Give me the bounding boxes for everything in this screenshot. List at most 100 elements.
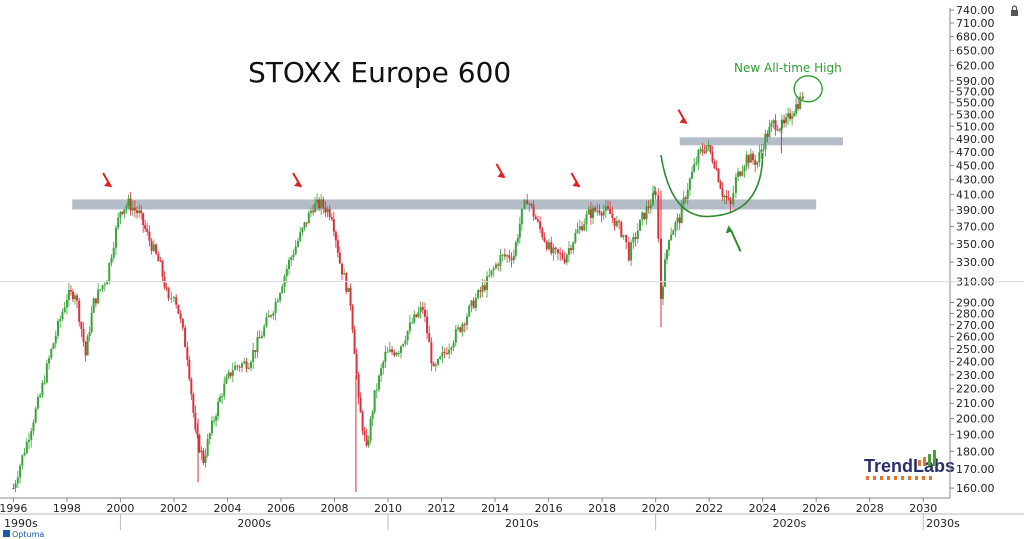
- candle-body: [657, 195, 660, 239]
- y-tick-label: 390.00: [956, 204, 995, 217]
- candle-body: [229, 372, 232, 376]
- candle-body: [305, 222, 308, 224]
- candle-body: [328, 209, 331, 218]
- candle-body: [727, 198, 730, 200]
- candle-body: [353, 329, 356, 354]
- candle-body: [421, 307, 424, 310]
- candle-body: [361, 412, 364, 432]
- candle-body: [146, 228, 149, 232]
- candle-body: [338, 252, 341, 264]
- candle-body: [672, 230, 675, 235]
- candle-body: [245, 361, 248, 369]
- candle-body: [170, 298, 173, 300]
- red-arrow: [102, 172, 112, 188]
- x-tick-label: 2022: [695, 502, 723, 515]
- brand-name: TrendLabs: [864, 456, 955, 476]
- decade-label: 2020s: [773, 517, 807, 530]
- candle-body: [252, 350, 255, 363]
- candle-body: [25, 442, 28, 454]
- candle-body: [188, 359, 191, 380]
- arrow-head: [679, 117, 687, 124]
- candle-body: [725, 195, 728, 199]
- candle-body: [615, 220, 618, 227]
- candle-body: [408, 322, 411, 331]
- resistance-bands: [72, 137, 843, 210]
- candle-body: [486, 276, 489, 291]
- arrow-shaft: [729, 228, 742, 252]
- candle-body: [620, 222, 623, 237]
- candle-body: [127, 198, 130, 206]
- x-tick-label: 1996: [0, 502, 27, 515]
- candle-body: [697, 150, 700, 163]
- candle-body: [793, 113, 796, 117]
- candle-body: [699, 149, 702, 151]
- candle-body: [510, 258, 513, 261]
- candle-body: [215, 416, 218, 421]
- candle-body: [386, 351, 389, 353]
- all-time-high-circle: [793, 75, 823, 103]
- candle-body: [707, 145, 710, 147]
- candle-body: [14, 483, 17, 489]
- y-tick-label: 270.00: [956, 319, 995, 332]
- candle-body: [332, 219, 335, 232]
- y-tick-label: 410.00: [956, 188, 995, 201]
- candle-body: [760, 149, 763, 153]
- candle-body: [602, 210, 605, 216]
- candle-body: [743, 166, 746, 172]
- candle-body: [787, 113, 790, 118]
- candle-body: [674, 222, 677, 231]
- candle-body: [123, 209, 126, 214]
- candle-body: [583, 223, 586, 231]
- candle-body: [423, 309, 426, 317]
- lock-icon[interactable]: [1011, 5, 1018, 16]
- candle-body: [144, 225, 147, 229]
- y-tick-label: 190.00: [956, 428, 995, 441]
- candle-body: [680, 204, 683, 224]
- candle-body: [559, 252, 562, 254]
- candle-body: [461, 324, 464, 332]
- candle-body: [508, 255, 511, 259]
- y-axis-ticks: 160.00 170.00 180.00 190.00 200.00 210.00220.…: [0, 4, 1024, 495]
- logo-bar: [933, 450, 936, 466]
- candle-body: [490, 270, 493, 276]
- candle-body: [550, 242, 553, 254]
- candle-body: [747, 155, 750, 163]
- y-tick-label: 220.00: [956, 383, 995, 396]
- candle-body: [210, 420, 213, 434]
- candle-body: [801, 96, 804, 99]
- candle-body: [213, 420, 216, 422]
- candle-body: [114, 227, 117, 248]
- candle-body: [69, 290, 72, 292]
- candle-body: [181, 318, 184, 328]
- candle-body: [247, 367, 250, 369]
- candle-body: [21, 455, 24, 466]
- candle-body: [450, 347, 453, 350]
- candle-body: [643, 212, 646, 220]
- optuma-label: Optuma: [12, 530, 44, 539]
- candle-body: [45, 363, 48, 383]
- candle-body: [543, 237, 546, 242]
- candle-body: [312, 210, 315, 213]
- candle-body: [598, 210, 601, 213]
- candle-body: [281, 286, 284, 293]
- candle-body: [778, 128, 781, 131]
- candle-body: [556, 249, 559, 253]
- candle-body: [155, 244, 158, 254]
- candle-body: [695, 162, 698, 165]
- candle-body: [363, 431, 366, 436]
- candle-body: [375, 389, 378, 391]
- y-tick-label: 680.00: [956, 30, 995, 43]
- candle-body: [272, 313, 275, 316]
- candle-body: [380, 368, 383, 376]
- y-tick-label: 180.00: [956, 445, 995, 458]
- resistance-band: [72, 199, 817, 210]
- candle-body: [202, 450, 205, 463]
- candle-body: [192, 394, 195, 413]
- candle-body: [236, 365, 239, 367]
- candle-body: [443, 352, 446, 354]
- candle-body: [530, 203, 533, 206]
- candle-body: [445, 352, 448, 354]
- resistance-band: [679, 137, 843, 146]
- candle-body: [67, 290, 70, 301]
- candle-body: [661, 286, 664, 299]
